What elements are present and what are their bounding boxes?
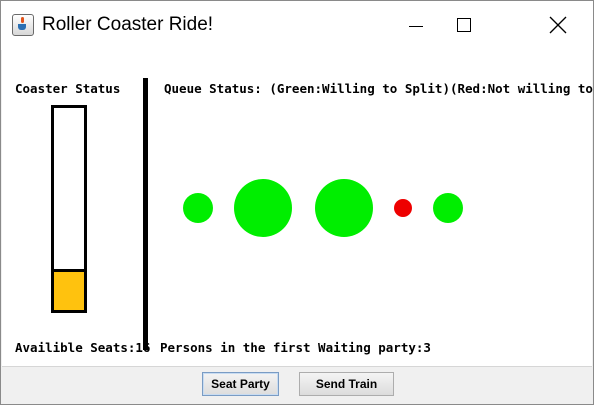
window-title: Roller Coaster Ride! <box>42 14 214 35</box>
first-party-label: Persons in the first Waiting party:3 <box>160 340 431 355</box>
seat-gauge-fill <box>54 269 84 310</box>
queue-party-circle <box>394 199 412 217</box>
close-button[interactable] <box>535 1 581 50</box>
java-app-icon[interactable] <box>12 14 34 36</box>
button-bar: Seat Party Send Train <box>2 366 592 404</box>
seat-gauge <box>51 105 87 313</box>
queue-party-circle <box>183 193 213 223</box>
queue-party-circle <box>315 179 373 237</box>
minimize-button[interactable] <box>393 1 439 50</box>
main-panel: Coaster Status Availible Seats:16 Queue … <box>2 50 594 366</box>
close-icon <box>549 16 567 34</box>
available-seats-label: Availible Seats:16 <box>15 340 151 355</box>
minimize-icon <box>409 26 423 27</box>
seat-party-button[interactable]: Seat Party <box>202 372 279 396</box>
java-cup-shape <box>18 24 26 30</box>
java-steam-shape <box>21 17 24 23</box>
coaster-status-label: Coaster Status <box>15 81 121 96</box>
maximize-button[interactable] <box>441 1 487 50</box>
panel-divider <box>143 78 148 350</box>
maximize-icon <box>457 18 471 32</box>
queue-status-label: Queue Status: (Green:Willing to Split)(R… <box>164 81 594 96</box>
queue-party-circle <box>433 193 463 223</box>
title-bar[interactable]: Roller Coaster Ride! <box>1 1 593 50</box>
send-train-button[interactable]: Send Train <box>299 372 394 396</box>
queue-party-circle <box>234 179 292 237</box>
